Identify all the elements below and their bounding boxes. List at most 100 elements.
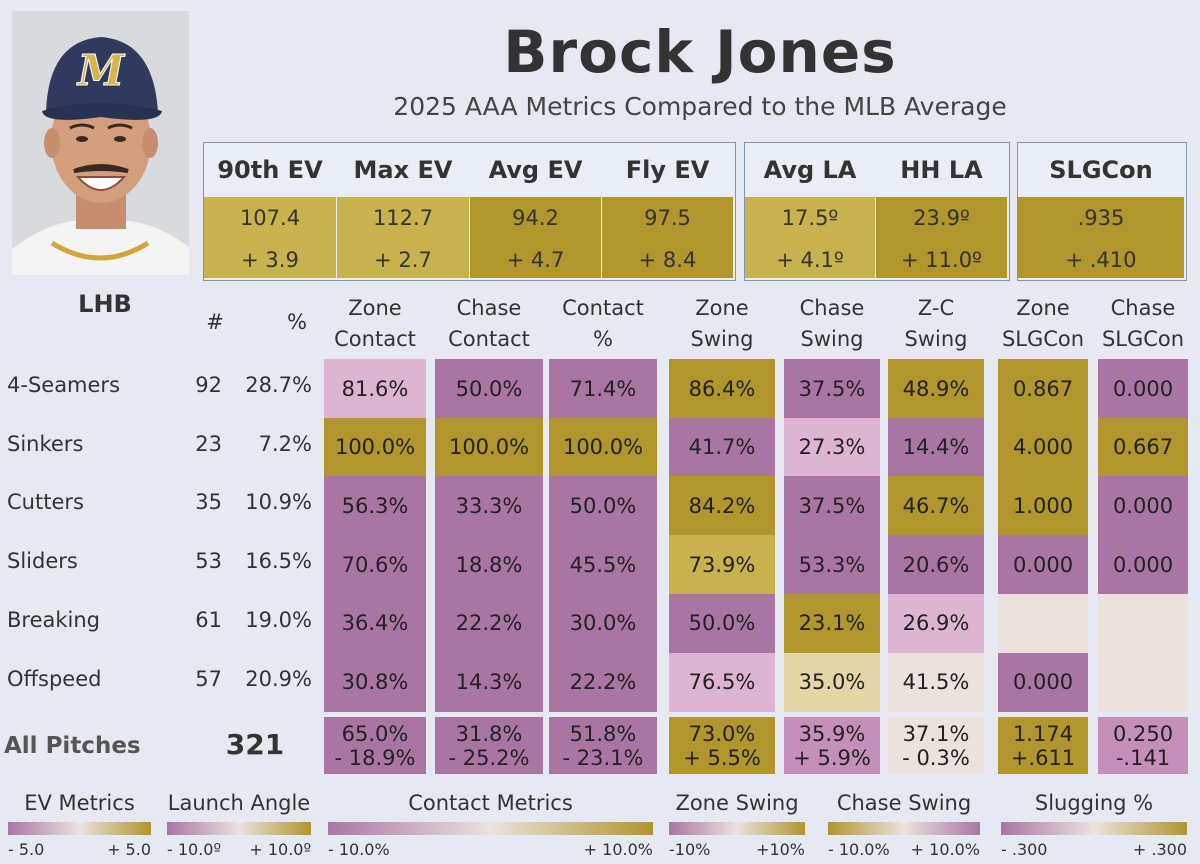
top-metric-label: Avg EV — [488, 156, 583, 184]
table-cell: 14.3% — [435, 652, 543, 712]
total-cell: 51.8% - 23.1% — [549, 717, 657, 774]
legend-max: + 10.0% — [910, 840, 980, 859]
top-metric-diff: + 4.1º — [776, 248, 844, 272]
table-cell: 36.4% — [324, 593, 426, 653]
pitch-type-label: Offspeed — [7, 666, 102, 691]
table-cell: 0.867 — [998, 359, 1088, 419]
legend-gradient — [8, 822, 151, 835]
legend-max: + .300 — [1132, 840, 1187, 859]
pitch-count: 92 — [195, 373, 222, 397]
table-cell: 100.0% — [549, 417, 657, 477]
legend-max: + 10.0% — [583, 840, 653, 859]
table-cell: 56.3% — [324, 476, 426, 536]
pitch-pct: 19.0% — [245, 607, 312, 632]
table-cell: 0.000 — [1098, 535, 1188, 595]
pitch-pct: 10.9% — [245, 490, 312, 515]
pitch-type-label: Sinkers — [7, 431, 84, 456]
table-cell: 48.9% — [888, 359, 984, 419]
legend-min: - .300 — [1001, 840, 1048, 859]
pitch-type-label: Breaking — [7, 607, 101, 632]
pitch-type-label: Sliders — [7, 549, 78, 574]
total-cell: 1.174 +.611 — [998, 717, 1088, 774]
batter-hand: LHB — [78, 290, 132, 318]
table-cell: 1.000 — [998, 476, 1088, 536]
legend-max: +10% — [756, 840, 805, 859]
legend-title: Zone Swing — [675, 791, 799, 815]
top-metric-label: Max EV — [353, 156, 453, 184]
top-metric-value: 107.4 — [239, 206, 301, 230]
table-cell — [998, 593, 1088, 653]
top-metric-diff: + 4.7 — [506, 248, 565, 272]
pitch-count: 35 — [195, 490, 222, 515]
table-cell — [1098, 652, 1188, 712]
legend-max: + 10.0º — [249, 840, 311, 859]
table-cell: 37.5% — [784, 359, 880, 419]
top-metric-cell — [602, 197, 733, 278]
subtitle: 2025 AAA Metrics Compared to the MLB Ave… — [393, 92, 1007, 121]
pitch-count: 57 — [195, 666, 222, 691]
top-metric-value: 17.5º — [781, 206, 839, 230]
table-cell: 45.5% — [549, 535, 657, 595]
top-metric-value: 23.9º — [913, 206, 970, 230]
table-cell: 20.6% — [888, 535, 984, 595]
pitch-count: 61 — [195, 607, 222, 632]
count-header: # — [206, 310, 224, 334]
table-cell: 86.4% — [669, 359, 775, 419]
top-metric-cell — [204, 197, 336, 278]
top-metric-label: SLGCon — [1049, 156, 1153, 184]
table-cell: 100.0% — [324, 417, 426, 477]
table-cell: 22.2% — [549, 652, 657, 712]
top-metric-cell — [1018, 197, 1184, 278]
total-cell: 37.1% - 0.3% — [888, 717, 984, 774]
table-cell: 18.8% — [435, 535, 543, 595]
table-cell: 50.0% — [549, 476, 657, 536]
top-metric-diff: + 3.9 — [241, 248, 299, 272]
svg-text:M: M — [76, 46, 126, 95]
column-header: Chase Swing — [799, 296, 865, 351]
top-metric-label: Fly EV — [625, 156, 710, 184]
table-cell: 53.3% — [784, 535, 880, 595]
table-cell: 50.0% — [669, 593, 775, 653]
player-name: Brock Jones — [503, 18, 897, 86]
column-header: Chase SLGCon — [1101, 296, 1185, 351]
pitch-pct: 7.2% — [258, 431, 312, 456]
table-cell: 84.2% — [669, 476, 775, 536]
legend-title: Launch Angle — [167, 791, 311, 815]
pitch-type-label: Cutters — [7, 490, 84, 515]
table-cell: 41.7% — [669, 417, 775, 477]
top-metric-cell — [337, 197, 469, 278]
legend-min: - 5.0 — [8, 840, 45, 859]
legend-min: -10% — [669, 840, 711, 859]
table-cell — [1098, 593, 1188, 653]
legend-title: EV Metrics — [24, 791, 135, 815]
top-metric-value: 112.7 — [372, 206, 434, 230]
total-cell: 0.250 -.141 — [1098, 717, 1188, 774]
column-header: Zone Contact — [334, 296, 416, 351]
legend-min: - 10.0% — [328, 840, 390, 859]
table-cell: 81.6% — [324, 359, 426, 419]
table-cell: 70.6% — [324, 535, 426, 595]
top-metric-diff: + 11.0º — [901, 248, 982, 272]
table-cell: 0.000 — [998, 535, 1088, 595]
top-metric-value: 97.5 — [644, 206, 691, 230]
table-cell: 22.2% — [435, 593, 543, 653]
pitch-type-label: 4-Seamers — [7, 373, 121, 397]
table-cell: 0.000 — [1098, 359, 1188, 419]
pitch-count: 53 — [195, 549, 222, 574]
total-cell: 65.0% - 18.9% — [324, 717, 426, 774]
legend-gradient — [1001, 822, 1187, 835]
legend-min: - 10.0% — [828, 840, 890, 859]
total-cell: 73.0% + 5.5% — [669, 717, 775, 774]
legend-max: + 5.0 — [107, 840, 151, 859]
top-metric-cell — [745, 197, 875, 278]
table-cell: 41.5% — [888, 652, 984, 712]
table-cell: 50.0% — [435, 359, 543, 419]
table-cell: 30.8% — [324, 652, 426, 712]
table-cell: 0.000 — [998, 652, 1088, 712]
legend-title: Chase Swing — [836, 791, 972, 815]
legend-gradient — [328, 822, 653, 835]
total-count: 321 — [225, 728, 285, 761]
table-cell: 73.9% — [669, 535, 775, 595]
table-cell: 76.5% — [669, 652, 775, 712]
top-metric-label: Avg LA — [763, 156, 857, 184]
